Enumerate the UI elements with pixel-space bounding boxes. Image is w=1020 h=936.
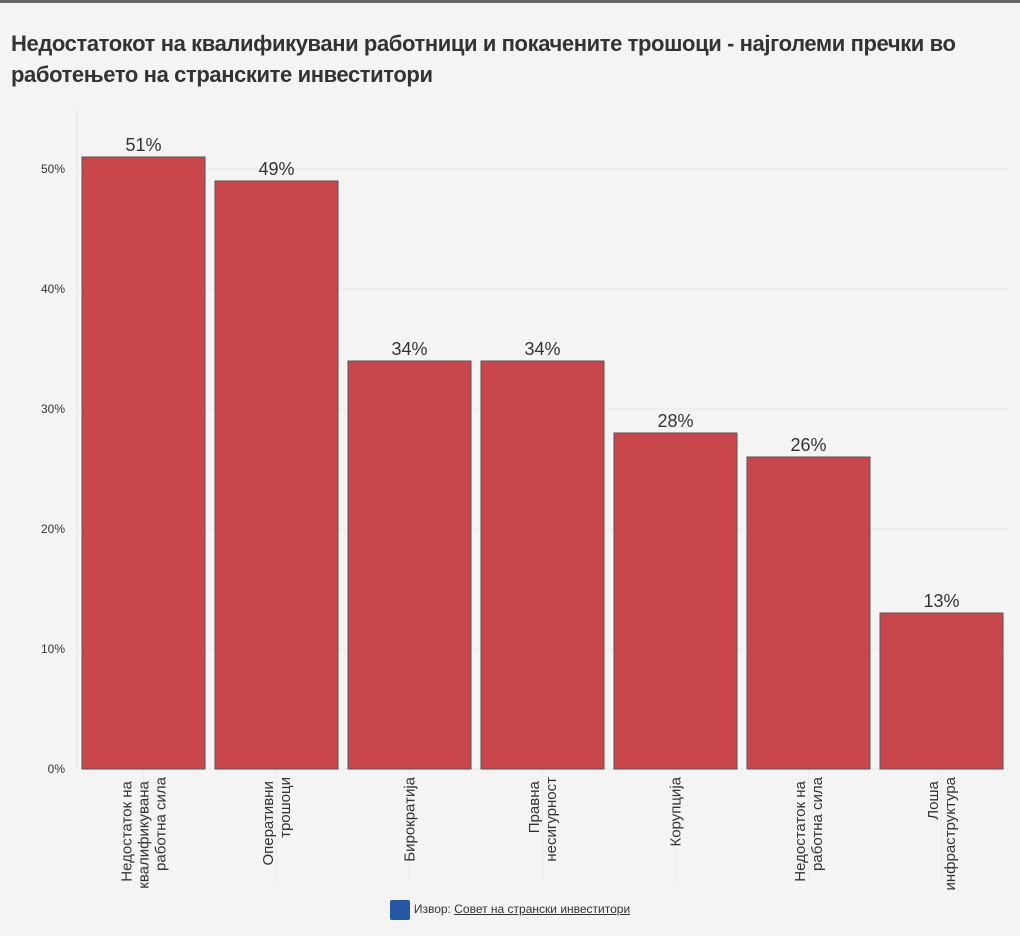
- bar: [879, 612, 1004, 770]
- x-tick-label: Оперативни трошоци: [260, 777, 294, 866]
- value-label: 26%: [790, 435, 826, 455]
- bar: [613, 432, 738, 770]
- top-bar: [0, 0, 1020, 3]
- y-tick-label: 40%: [41, 282, 65, 296]
- bar: [746, 456, 871, 770]
- y-tick-label: 30%: [41, 402, 65, 416]
- value-label: 28%: [657, 411, 693, 431]
- bar: [81, 156, 206, 770]
- source-link[interactable]: Совет на странски инвеститори: [454, 902, 631, 917]
- bar: [480, 360, 605, 770]
- y-tick-label: 50%: [41, 162, 65, 176]
- value-label: 51%: [125, 135, 161, 155]
- y-tick-label: 10%: [41, 642, 65, 656]
- source-logo: [389, 900, 410, 920]
- footer: Извор: Совет на странски инвеститори: [0, 900, 1020, 920]
- x-tick-label: Лоша инфраструктура: [925, 776, 959, 890]
- x-tick-label: Правна несигурност: [526, 777, 560, 862]
- value-label: 34%: [391, 339, 427, 359]
- value-label: 13%: [923, 591, 959, 611]
- y-tick-label: 20%: [41, 522, 65, 536]
- x-tick-label: Недостаток на работна сила: [792, 776, 826, 881]
- x-tick-label: Недостаток на квалификувана работна сила: [119, 776, 170, 888]
- value-label: 34%: [524, 339, 560, 359]
- bar: [214, 180, 339, 770]
- x-tick-label: Корупција: [668, 776, 685, 846]
- source-label: Извор:: [413, 902, 451, 917]
- value-label: 49%: [258, 159, 294, 179]
- y-tick-label: 0%: [48, 762, 66, 776]
- chart-title: Недостатокот на квалификувани работници …: [11, 31, 956, 87]
- x-tick-label: Бирократија: [402, 776, 419, 861]
- bar: [347, 360, 472, 770]
